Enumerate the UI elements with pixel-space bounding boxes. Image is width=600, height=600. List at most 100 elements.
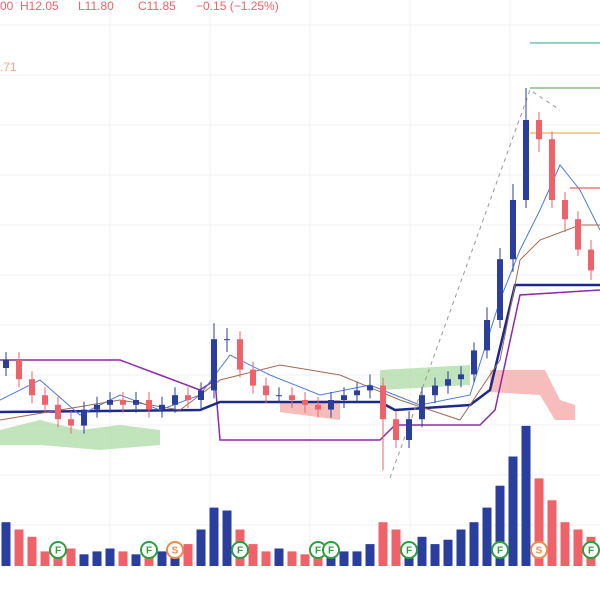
volume-bar	[105, 548, 115, 566]
candle-body	[523, 120, 529, 200]
candle-body	[185, 395, 191, 400]
level-label: .71	[0, 60, 17, 74]
candle-body	[3, 360, 9, 368]
candle-body	[172, 395, 178, 405]
event-label: F	[588, 546, 594, 557]
event-marker	[322, 541, 340, 559]
candle-body	[471, 350, 477, 375]
volume-bar	[40, 551, 50, 566]
volume-bar	[287, 551, 297, 566]
header-close: C11.85	[138, 0, 176, 13]
candle-body	[354, 390, 360, 396]
candle-body	[575, 219, 581, 250]
event-label: S	[536, 546, 543, 557]
event-marker	[140, 541, 158, 559]
candle-body	[536, 120, 542, 140]
volume-bar	[222, 510, 232, 566]
volume-bar	[183, 544, 193, 566]
volume-bar	[365, 544, 375, 566]
event-marker	[49, 541, 67, 559]
volume-bar	[534, 478, 544, 566]
candle-body	[315, 404, 321, 410]
candle-body	[237, 339, 243, 370]
candle-body	[445, 379, 451, 386]
volume-bar	[417, 536, 427, 566]
event-label: F	[406, 546, 412, 557]
header-open: 00	[0, 0, 14, 13]
candle-body	[68, 419, 74, 426]
candle-body	[16, 360, 22, 380]
volume-bar	[92, 551, 102, 566]
header-high: H12.05	[20, 0, 59, 13]
candle-body	[224, 339, 230, 341]
volume-bar	[14, 529, 24, 566]
event-marker	[231, 541, 249, 559]
candle-body	[198, 390, 204, 400]
volume-bar	[443, 539, 453, 566]
volume-bar	[469, 522, 479, 566]
volume-bar	[131, 554, 141, 566]
volume-bar	[1, 522, 11, 566]
event-label: F	[315, 546, 321, 557]
volume-bar	[430, 544, 440, 566]
event-label: F	[55, 546, 61, 557]
volume-bar	[495, 485, 505, 566]
candle-body	[484, 320, 490, 351]
volume-bar	[66, 548, 76, 566]
volume-bar	[209, 507, 219, 566]
volume-bar	[482, 507, 492, 566]
candle-body	[510, 200, 516, 260]
candle-body	[133, 400, 139, 405]
candle-body	[146, 400, 152, 410]
volume-bar	[352, 551, 362, 566]
event-label: F	[328, 546, 334, 557]
volume-bar	[196, 529, 206, 566]
event-marker	[400, 541, 418, 559]
event-label: F	[237, 546, 243, 557]
candle-body	[497, 259, 503, 320]
candle-body	[29, 379, 35, 396]
candle-body	[419, 395, 425, 420]
candle-body	[263, 385, 269, 396]
event-marker	[582, 541, 600, 559]
volume-bar	[378, 522, 388, 566]
volume-bar	[547, 500, 557, 566]
volume-bar	[118, 551, 128, 566]
volume-bar	[339, 551, 349, 566]
candle-body	[42, 395, 48, 405]
volume-bar	[560, 522, 570, 566]
volume-bar	[508, 456, 518, 566]
volume-bar	[157, 551, 167, 566]
event-label: F	[146, 546, 152, 557]
volume-bar	[300, 554, 310, 566]
candle-body	[549, 139, 555, 200]
candle-body	[211, 339, 217, 391]
volume-bar	[27, 536, 37, 566]
candle-body	[588, 249, 594, 271]
volume-bar	[456, 529, 466, 566]
volume-bar	[170, 554, 180, 566]
candle-body	[250, 369, 256, 386]
candle-body	[432, 385, 438, 396]
volume-bar	[573, 529, 583, 566]
header-change: −0.15 (−1.25%)	[196, 0, 279, 13]
candle-body	[406, 419, 412, 440]
candle-body	[289, 395, 295, 400]
candle-body	[562, 200, 568, 220]
volume-bar	[79, 554, 89, 566]
candle-body	[107, 400, 113, 405]
event-marker	[530, 541, 548, 559]
candle-body	[458, 374, 464, 380]
volume-bar	[391, 529, 401, 566]
event-marker	[491, 541, 509, 559]
candle-body	[55, 404, 61, 420]
candle-body	[276, 395, 282, 397]
candle-body	[341, 395, 347, 400]
event-marker	[166, 541, 184, 559]
volume-bar	[248, 544, 258, 566]
candle-body	[393, 419, 399, 440]
candle-body	[94, 404, 100, 410]
event-label: F	[497, 546, 503, 557]
